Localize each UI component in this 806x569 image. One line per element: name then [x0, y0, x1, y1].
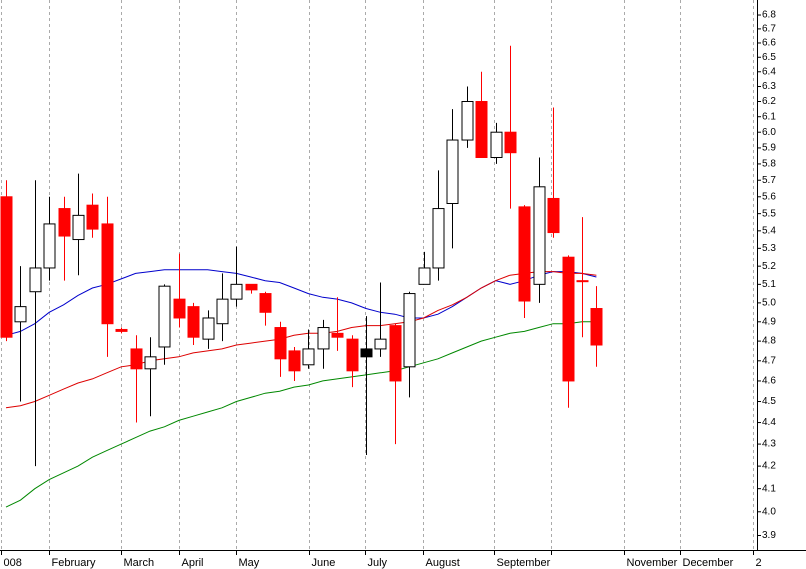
x-tick-label: February [52, 557, 97, 569]
candle-body [331, 332, 344, 338]
x-tick-label: November [627, 557, 678, 569]
y-tick-label: 4.9 [762, 316, 776, 327]
x-tick-label: 008 [4, 557, 22, 569]
candle-body [0, 196, 13, 338]
candle-body [14, 306, 27, 323]
y-tick-label: 5.5 [762, 208, 776, 219]
candle-body [29, 267, 42, 293]
y-tick-label: 4.0 [762, 506, 776, 517]
y-tick-label: 4.4 [762, 417, 776, 428]
moving-average-line [5, 321, 597, 508]
candle-body [115, 328, 128, 332]
y-tick-label: 6.1 [762, 111, 776, 122]
candle-body [317, 327, 330, 350]
grid [1, 0, 754, 550]
candle-body [360, 348, 373, 358]
x-tick-label: June [312, 557, 336, 569]
candle-body [288, 350, 301, 372]
moving-average-line [5, 271, 597, 409]
x-tick-label: March [124, 557, 155, 569]
y-tick-label: 6.7 [762, 24, 776, 35]
candle-body [101, 223, 114, 325]
y-tick-label: 6.8 [762, 10, 776, 21]
candle-body [86, 204, 99, 230]
y-tick-label: 4.5 [762, 396, 776, 407]
x-tick-label: July [368, 557, 388, 569]
candle-body [490, 131, 503, 159]
y-tick-label: 4.8 [762, 336, 776, 347]
y-tick-label: 6.5 [762, 52, 776, 63]
candle-body [590, 308, 603, 346]
candle-body [58, 208, 71, 237]
candle-body [446, 139, 459, 204]
x-tick-label: 2 [756, 557, 762, 569]
y-tick-label: 5.4 [762, 225, 776, 236]
candle-body [533, 186, 546, 285]
y-tick-label: 6.3 [762, 81, 776, 92]
candle-body [389, 325, 402, 382]
candle-body [187, 306, 200, 338]
y-tick-label: 5.7 [762, 175, 776, 186]
candle-body [432, 208, 445, 269]
candle-body [418, 267, 431, 285]
candle-body [259, 293, 272, 313]
y-tick-label: 4.6 [762, 376, 776, 387]
candle-body [562, 256, 575, 382]
y-tick-label: 6.4 [762, 66, 776, 77]
y-tick-label: 5.6 [762, 191, 776, 202]
y-tick-label: 4.1 [762, 483, 776, 494]
y-tick-label: 5.2 [762, 261, 776, 272]
y-tick-label: 4.2 [762, 461, 776, 472]
y-tick-label: 3.9 [762, 530, 776, 541]
x-tick-label: August [426, 557, 460, 569]
candle-body [202, 317, 215, 340]
y-tick-label: 4.3 [762, 439, 776, 450]
y-tick-label: 5.1 [762, 279, 776, 290]
candle-body [144, 356, 157, 370]
y-tick-label: 5.3 [762, 243, 776, 254]
candle-body [230, 283, 243, 300]
y-tick-label: 6.6 [762, 38, 776, 49]
x-tick-label: April [182, 557, 204, 569]
candle-body [43, 223, 56, 269]
y-tick-label: 5.8 [762, 159, 776, 170]
y-tick-label: 6.2 [762, 96, 776, 107]
candle-body [547, 197, 560, 234]
y-tick-label: 5.0 [762, 298, 776, 309]
candle-body [346, 338, 359, 372]
candle-body [245, 283, 258, 291]
x-tick-label: May [239, 557, 260, 569]
plot-area [0, 45, 603, 508]
candle-body [518, 206, 531, 302]
y-tick-label: 5.9 [762, 143, 776, 154]
candle-body [158, 285, 171, 348]
candle-body [216, 298, 229, 325]
candle-body [403, 293, 416, 368]
candle-body [173, 298, 186, 319]
candle-body [504, 131, 517, 154]
candle-body [72, 214, 85, 241]
candle-body [475, 101, 488, 159]
y-tick-label: 4.7 [762, 355, 776, 366]
x-tick-label: September [497, 557, 551, 569]
candle-body [130, 348, 143, 370]
y-tick-label: 6.0 [762, 127, 776, 138]
candle-body [461, 101, 474, 141]
candle-body [576, 280, 589, 283]
x-tick-label: December [683, 557, 734, 569]
candle-body [274, 327, 287, 360]
candle-body [302, 348, 315, 366]
candle-body [374, 338, 387, 350]
